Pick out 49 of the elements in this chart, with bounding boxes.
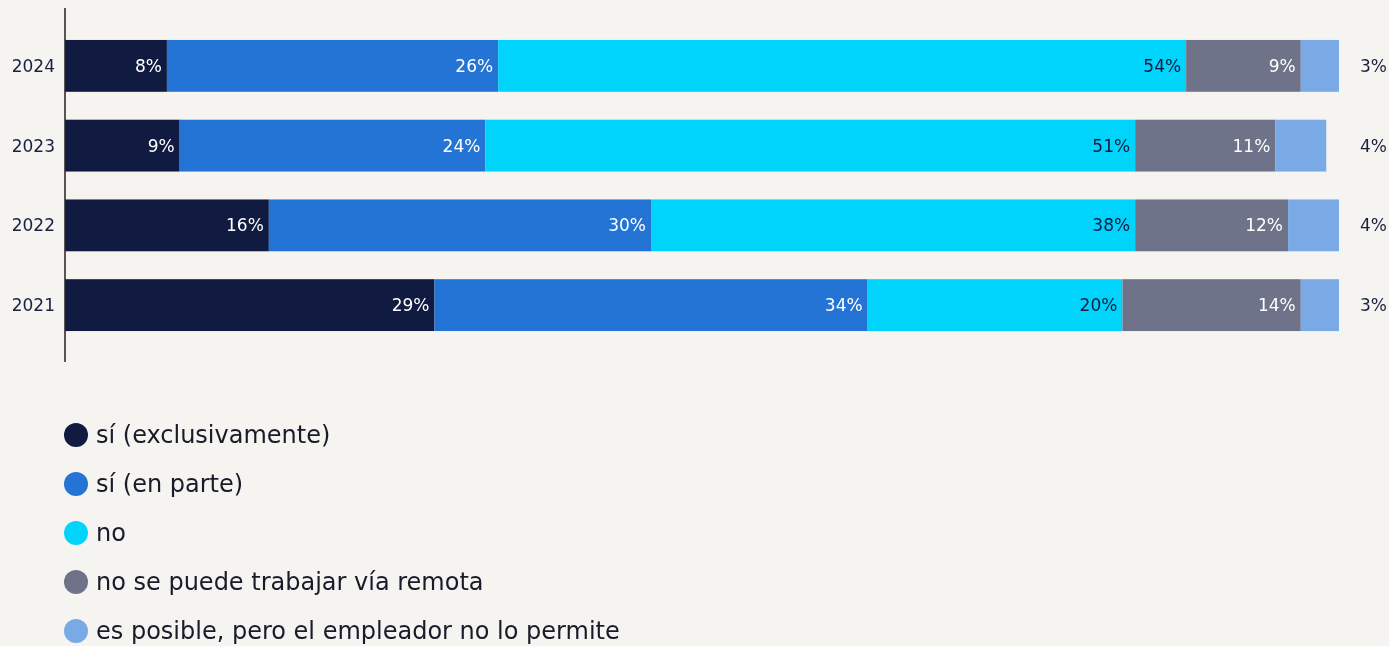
bar bbox=[268, 199, 652, 252]
y-tick-label: 2024 bbox=[11, 55, 55, 76]
bar bbox=[1135, 119, 1276, 172]
bar bbox=[651, 199, 1136, 252]
bar bbox=[65, 39, 167, 92]
data-label: 12% bbox=[1245, 215, 1284, 236]
bar bbox=[1288, 199, 1339, 252]
legend-label: es posible, pero el empleador no lo permite bbox=[96, 617, 620, 646]
legend-label: no se puede trabajar vía remota bbox=[96, 568, 484, 597]
legend-label: sí (en parte) bbox=[96, 470, 244, 499]
data-label: 29% bbox=[391, 295, 430, 316]
data-label: 24% bbox=[442, 135, 481, 156]
bar bbox=[867, 279, 1123, 332]
y-tick-label: 2021 bbox=[11, 295, 55, 316]
data-label: 4% bbox=[1360, 135, 1387, 156]
bar bbox=[65, 279, 435, 332]
data-label: 51% bbox=[1092, 135, 1131, 156]
data-label: 11% bbox=[1232, 135, 1271, 156]
data-label: 54% bbox=[1143, 55, 1182, 76]
y-tick-label: 2022 bbox=[11, 215, 55, 236]
data-label: 16% bbox=[226, 215, 264, 236]
bar bbox=[498, 39, 1187, 92]
bar bbox=[485, 119, 1136, 172]
data-label: 8% bbox=[134, 55, 162, 76]
bar bbox=[65, 199, 269, 252]
bar bbox=[1300, 39, 1339, 92]
data-label: 3% bbox=[1360, 55, 1387, 76]
bar bbox=[1122, 279, 1301, 332]
bar bbox=[1275, 119, 1327, 172]
data-label: 14% bbox=[1257, 295, 1296, 316]
data-label: 30% bbox=[608, 215, 647, 236]
data-label: 3% bbox=[1360, 295, 1387, 316]
y-tick-label: 2023 bbox=[11, 135, 55, 156]
bar bbox=[434, 279, 868, 332]
data-label: 38% bbox=[1092, 215, 1131, 236]
legend-label: sí (exclusivamente) bbox=[96, 421, 331, 450]
data-label: 9% bbox=[1268, 55, 1296, 76]
data-label: 26% bbox=[455, 55, 494, 76]
bar bbox=[1135, 199, 1289, 252]
bar bbox=[1300, 279, 1339, 332]
data-label: 4% bbox=[1360, 215, 1387, 236]
bar bbox=[166, 39, 499, 92]
data-label: 20% bbox=[1079, 295, 1118, 316]
bar bbox=[1186, 39, 1301, 92]
data-label: 34% bbox=[824, 295, 863, 316]
bar bbox=[65, 119, 180, 172]
bar bbox=[179, 119, 486, 172]
data-label: 9% bbox=[147, 135, 175, 156]
legend-label: no bbox=[96, 519, 126, 548]
